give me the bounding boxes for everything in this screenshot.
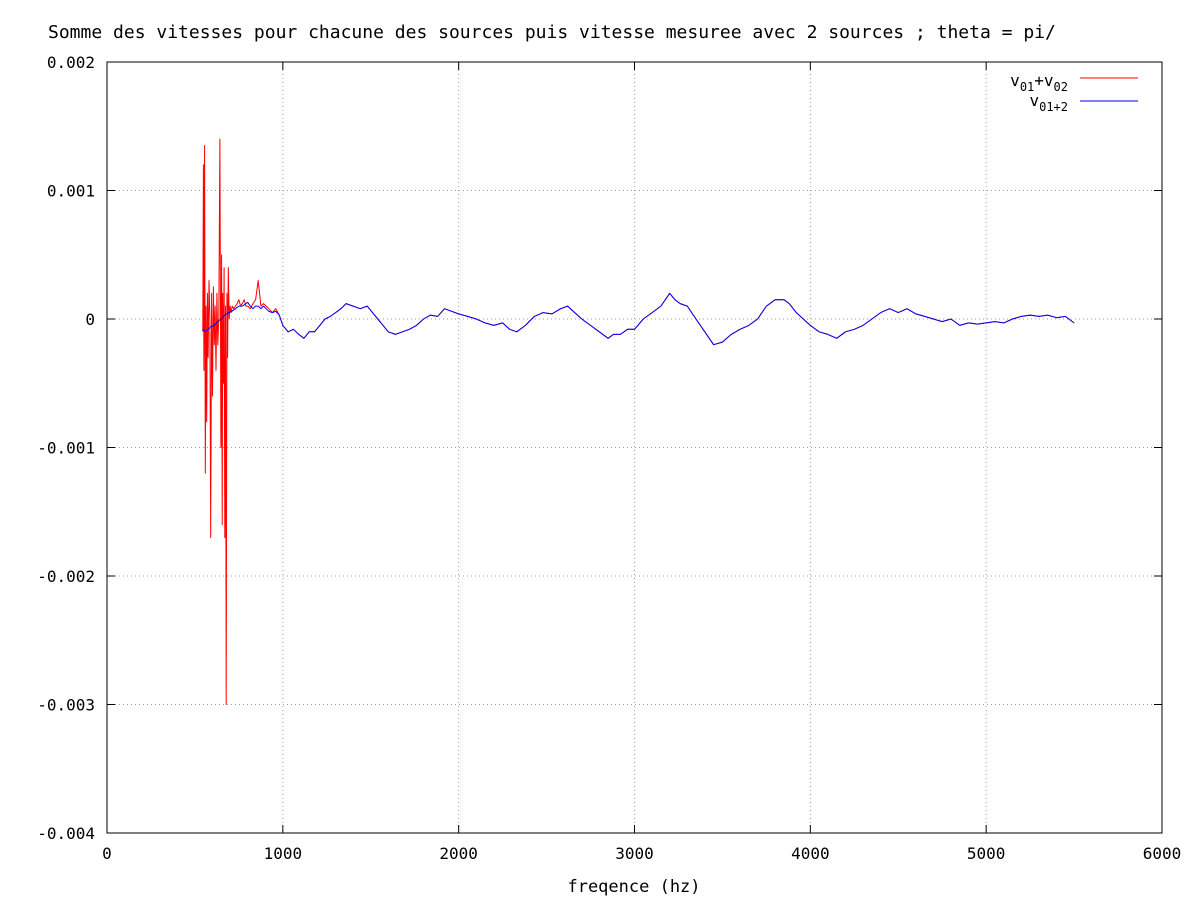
x-tick-label: 4000 [791,844,830,863]
y-tick-label: -0.003 [37,696,95,715]
x-tick-label: 6000 [1143,844,1182,863]
y-tick-label: -0.001 [37,439,95,458]
grid-lines [107,62,1162,833]
chart-title: Somme des vitesses pour chacune des sour… [48,22,1056,43]
y-tick-label: 0.002 [47,53,95,72]
series-lines [202,138,1075,705]
series-line-measured [202,292,1075,346]
y-tick-label: 0 [85,310,95,329]
tick-marks [106,61,1163,834]
x-tick-label: 5000 [967,844,1006,863]
series-line-sum [202,138,1075,705]
x-tick-label: 1000 [264,844,303,863]
y-tick-label: -0.002 [37,567,95,586]
legend-entry-sum: v01+v02 [1010,71,1068,94]
x-tick-label: 2000 [439,844,478,863]
x-tick-label: 3000 [615,844,654,863]
y-tick-label: 0.001 [47,182,95,201]
x-tick-label: 0 [102,844,112,863]
tick-labels: 0 1000 2000 3000 4000 5000 6000 -0.004 -0.003 -0.… [37,53,1181,863]
legend-entry-measured: v01+2 [1029,91,1068,114]
x-axis-label: freqence (hz) [567,877,700,897]
legend: v01+v02 v01+2 [1010,71,1138,114]
y-tick-label: -0.004 [37,824,95,843]
